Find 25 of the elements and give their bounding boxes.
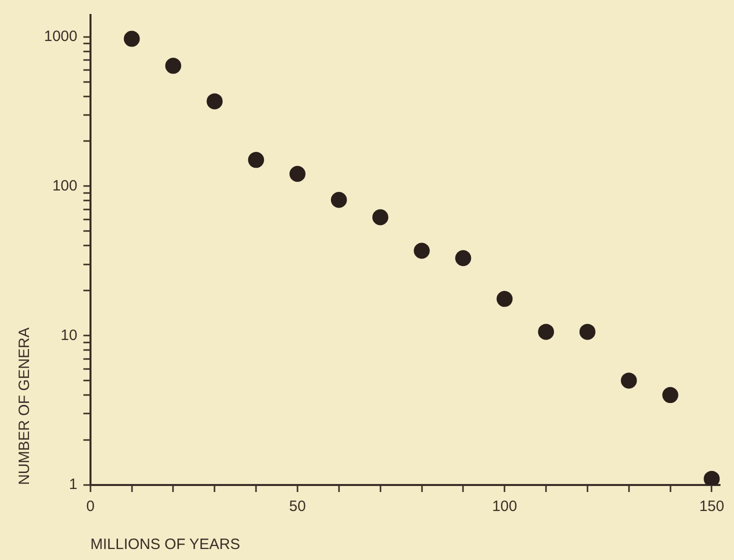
x-tick-label: 150 [699, 498, 724, 516]
x-tick-label: 100 [492, 498, 518, 516]
x-axis-title: MILLIONS OF YEARS [90, 536, 240, 554]
point [620, 372, 637, 389]
point [496, 290, 513, 307]
point [248, 152, 264, 168]
point [538, 324, 554, 340]
y-axis-title: NUMBER OF GENERA [16, 327, 34, 485]
point [124, 30, 140, 47]
point [704, 470, 720, 485]
y-tick-label: 100 [52, 177, 78, 194]
x-tick-label: 50 [289, 498, 306, 516]
y-tick-label: 10 [60, 326, 78, 344]
point [662, 387, 678, 404]
point [579, 324, 596, 340]
y-tick-label: 1000 [44, 28, 78, 45]
point [289, 166, 306, 182]
point [455, 250, 472, 266]
y-tick-label: 1 [69, 476, 78, 494]
point [206, 93, 223, 110]
point [414, 242, 430, 259]
point [372, 209, 388, 226]
x-tick-label: 0 [86, 498, 95, 516]
point [165, 58, 182, 74]
point [330, 192, 347, 208]
